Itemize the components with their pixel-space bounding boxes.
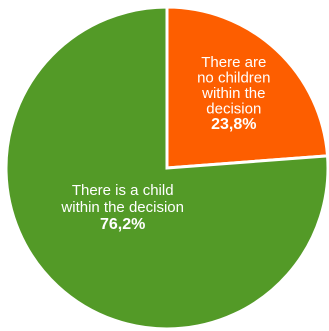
pie-label-name-line: within the decision bbox=[60, 199, 184, 216]
pie-slice-child bbox=[4, 5, 329, 331]
pie-label-value-no-children: 23,8% bbox=[211, 116, 256, 133]
pie-label-name-line: no children bbox=[197, 69, 270, 86]
pie-label-name-line: There are bbox=[201, 54, 266, 71]
pie-slices bbox=[4, 5, 329, 331]
pie-label-value-child: 76,2% bbox=[100, 216, 145, 233]
pie-label-name-line: within the bbox=[201, 85, 265, 102]
pie-label-name-line: decision bbox=[206, 100, 261, 117]
pie-slice-no-children bbox=[165, 5, 329, 170]
pie-label-name-line: There is a child bbox=[72, 182, 174, 199]
